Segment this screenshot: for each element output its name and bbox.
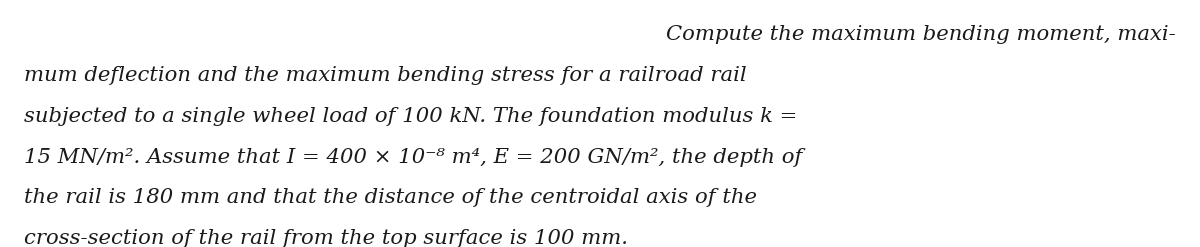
Text: mum deflection and the maximum bending stress for a railroad rail: mum deflection and the maximum bending s… — [24, 66, 746, 85]
Text: cross-section of the rail from the top surface is 100 mm.: cross-section of the rail from the top s… — [24, 229, 628, 247]
Text: the rail is 180 mm and that the distance of the centroidal axis of the: the rail is 180 mm and that the distance… — [24, 188, 757, 207]
Text: 15 MN/m². Assume that I = 400 × 10⁻⁸ m⁴, E = 200 GN/m², the depth of: 15 MN/m². Assume that I = 400 × 10⁻⁸ m⁴,… — [24, 148, 803, 167]
Text: subjected to a single wheel load of 100 kN. The foundation modulus k =: subjected to a single wheel load of 100 … — [24, 107, 797, 126]
Text: Compute the maximum bending moment, maxi-: Compute the maximum bending moment, maxi… — [666, 25, 1176, 44]
